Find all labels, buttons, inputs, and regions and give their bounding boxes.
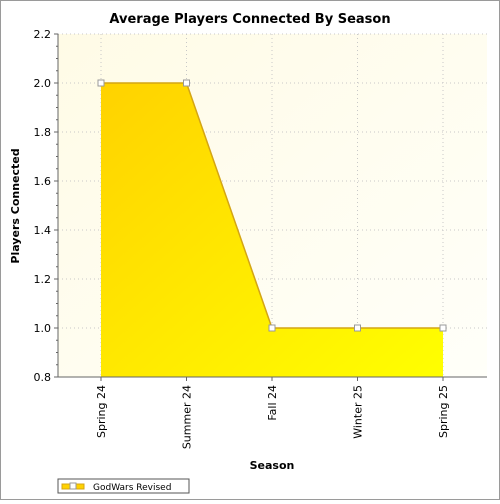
data-point-marker — [183, 79, 190, 87]
y-axis-ticks: 0.8 1.0 1.2 1.4 1.6 1.8 2.0 2.2 — [34, 28, 58, 384]
y-tick-label: 0.8 — [34, 371, 52, 384]
legend-box — [57, 478, 190, 494]
legend-marker-icon — [69, 482, 77, 490]
y-tick-label: 1.2 — [34, 273, 52, 286]
data-point-marker — [97, 79, 105, 87]
legend: GodWars Revised — [57, 478, 190, 494]
x-tick-label: Winter 25 — [352, 385, 365, 439]
y-tick-label: 1.4 — [34, 224, 52, 237]
chart-title: Average Players Connected By Season — [109, 12, 390, 27]
x-tick-label: Spring 25 — [437, 385, 450, 438]
data-point-marker — [439, 324, 447, 332]
data-point-marker — [354, 324, 361, 332]
x-tick-label: Fall 24 — [266, 385, 279, 421]
x-tick-label: Summer 24 — [181, 385, 194, 449]
y-tick-label: 1.6 — [34, 175, 52, 188]
y-tick-label: 2.2 — [34, 28, 52, 41]
y-tick-label: 2.0 — [34, 77, 52, 90]
series-area-fill — [101, 83, 443, 377]
data-point-marker — [268, 324, 276, 332]
x-axis-ticks: Spring 24 Summer 24 Fall 24 Winter 25 Spring… — [95, 377, 450, 449]
legend-label: GodWars Revised — [93, 483, 171, 493]
x-axis-label: Season — [250, 459, 295, 472]
y-tick-label: 1.0 — [34, 322, 52, 335]
series-markers — [97, 79, 447, 332]
y-axis-label: Players Connected — [9, 148, 22, 263]
y-tick-label: 1.8 — [34, 126, 52, 139]
x-tick-label: Spring 24 — [95, 385, 108, 438]
